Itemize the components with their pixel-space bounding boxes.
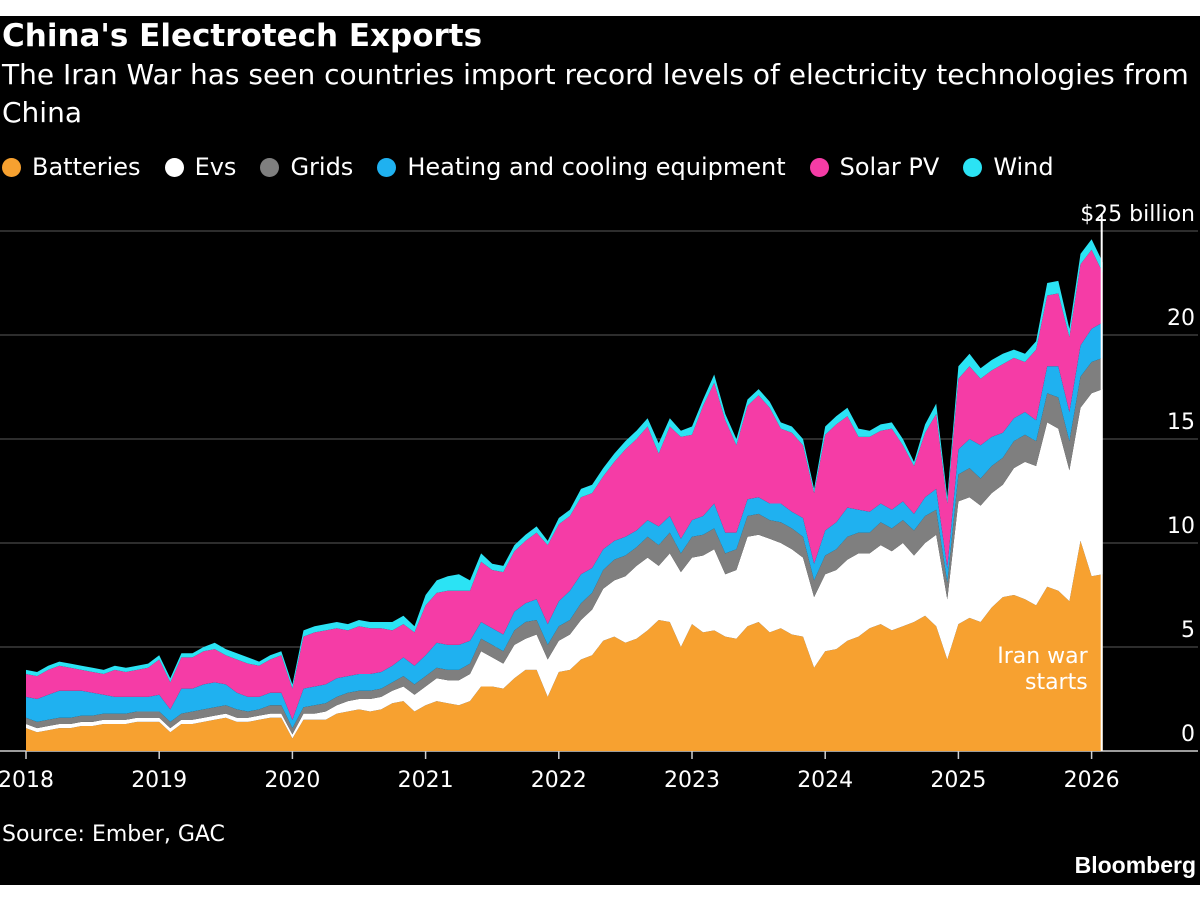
area-chart: 0 5 10 15 20 $25 billion 2018 2019 2020 2021 2022 2… [0, 202, 1198, 793]
x-tick-label: 2020 [264, 768, 320, 793]
x-tick-label: 2018 [0, 768, 54, 793]
series-area-solar-pv [26, 249, 1103, 720]
legend-item-evs: Evs [164, 153, 237, 181]
y-tick-label: 15 [1167, 410, 1195, 435]
legend-swatch [164, 157, 184, 177]
legend-label: Heating and cooling equipment [407, 153, 786, 181]
legend-swatch [963, 157, 983, 177]
annotation-label: starts [1025, 670, 1088, 695]
legend-swatch [260, 157, 280, 177]
legend-label: Solar PV [839, 153, 940, 181]
y-tick-label: 20 [1167, 306, 1195, 331]
legend-swatch [377, 157, 397, 177]
legend-label: Grids [290, 153, 354, 181]
legend-item-grids: Grids [260, 153, 353, 181]
x-tick-label: 2019 [131, 768, 187, 793]
series-area-evs [26, 389, 1103, 739]
legend-label: Evs [194, 153, 237, 181]
x-tick-label: 2025 [930, 768, 986, 793]
x-tick-label: 2026 [1064, 768, 1120, 793]
x-tick-label: 2023 [664, 768, 720, 793]
legend-label: Batteries [32, 153, 141, 181]
y-tick-label: 10 [1167, 514, 1195, 539]
series-area-heating-and-cooling-equipment [26, 322, 1103, 729]
series-area-batteries [26, 540, 1103, 751]
legend-label: Wind [993, 153, 1054, 181]
legend-swatch [809, 157, 829, 177]
bloomberg-logo: Bloomberg [1074, 852, 1196, 878]
legend-item-wind: Wind [963, 153, 1054, 181]
chart-frame: China's Electrotech Exports The Iran War… [0, 16, 1200, 885]
legend-item-solar-pv: Solar PV [809, 153, 940, 181]
legend-swatch [2, 157, 21, 177]
series-area-grids [26, 357, 1103, 735]
legend-item-batteries: Batteries [2, 153, 141, 181]
chart-subtitle: The Iran War has seen countries import r… [2, 58, 1189, 129]
legend-item-heating-and-cooling-equipment: Heating and cooling equipment [377, 153, 786, 181]
y-tick-label: 0 [1181, 722, 1195, 747]
y-tick-label: 5 [1181, 618, 1195, 643]
x-tick-label: 2024 [797, 768, 853, 793]
annotation-label: Iran war [997, 644, 1088, 669]
chart-legend: Batteries Evs Grids Heating and cooling equ… [2, 151, 1078, 183]
chart-title: China's Electrotech Exports [2, 18, 483, 54]
y-tick-label: $25 billion [1080, 202, 1195, 227]
x-tick-label: 2022 [531, 768, 587, 793]
x-tick-label: 2021 [398, 768, 454, 793]
source-note: Source: Ember, GAC [2, 822, 225, 847]
